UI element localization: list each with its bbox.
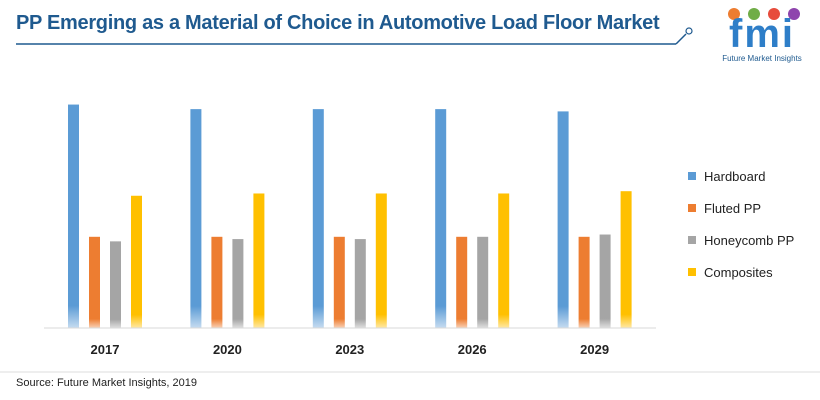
bar-honeycomb-pp-2026 — [477, 236, 489, 328]
legend-label: Fluted PP — [704, 200, 762, 216]
bar-hardboard-2017 — [68, 104, 79, 328]
legend-item: Honeycomb PP — [688, 232, 794, 248]
logo-dot-orange — [728, 8, 740, 20]
bar-fluted-pp-2023 — [333, 236, 345, 328]
legend-label: Composites — [704, 264, 773, 280]
bar-composites-2029 — [620, 191, 632, 328]
legend-swatch — [688, 268, 696, 276]
bar-composites-2023 — [375, 193, 387, 328]
bar-honeycomb-pp-2029 — [599, 234, 611, 328]
bar-composites-2017 — [131, 195, 142, 328]
x-tick-label: 2017 — [91, 342, 120, 357]
logo-subtitle: Future Market Insights — [722, 54, 802, 63]
bar-honeycomb-pp-2017 — [110, 241, 121, 328]
title-underline-tick — [675, 33, 687, 45]
logo-wordmark: fmi — [729, 12, 795, 56]
bar-hardboard-2029 — [557, 111, 569, 329]
legend-swatch — [688, 204, 696, 212]
bar-honeycomb-pp-2020 — [232, 239, 244, 328]
bar-fluted-pp-2020 — [211, 236, 223, 328]
fmi-logo: fmi Future Market Insights — [712, 8, 812, 63]
legend-label: Honeycomb PP — [704, 232, 795, 248]
logo-dot-red — [768, 8, 780, 20]
chart-bars — [68, 104, 632, 329]
logo-dot-purple — [788, 8, 800, 20]
source-note: Source: Future Market Insights, 2019 — [16, 377, 197, 389]
bar-honeycomb-pp-2023 — [354, 239, 366, 328]
bar-composites-2020 — [253, 193, 265, 328]
legend-label: Hardboard — [704, 168, 766, 184]
bar-composites-2026 — [498, 193, 510, 328]
legend-item: Hardboard — [688, 168, 794, 184]
legend-item: Composites — [688, 264, 794, 280]
x-tick-label: 2023 — [335, 342, 364, 357]
bar-hardboard-2026 — [435, 109, 447, 329]
chart-legend: Hardboard Fluted PP Honeycomb PP Composites — [688, 168, 794, 296]
legend-swatch — [688, 172, 696, 180]
logo-dot-green — [748, 8, 760, 20]
x-tick-label: 2026 — [458, 342, 487, 357]
bar-fluted-pp-2026 — [456, 236, 468, 328]
bar-hardboard-2023 — [312, 109, 324, 329]
chart-title: PP Emerging as a Material of Choice in A… — [16, 12, 660, 34]
legend-swatch — [688, 236, 696, 244]
bar-fluted-pp-2029 — [578, 236, 590, 328]
bar-fluted-pp-2017 — [89, 236, 100, 328]
bar-hardboard-2020 — [190, 109, 202, 329]
legend-item: Fluted PP — [688, 200, 794, 216]
title-underline-dot — [685, 27, 693, 35]
x-tick-label: 2029 — [580, 342, 609, 357]
x-axis-labels: 2017 2020 2023 2026 2029 — [91, 342, 610, 357]
x-tick-label: 2020 — [213, 342, 242, 357]
